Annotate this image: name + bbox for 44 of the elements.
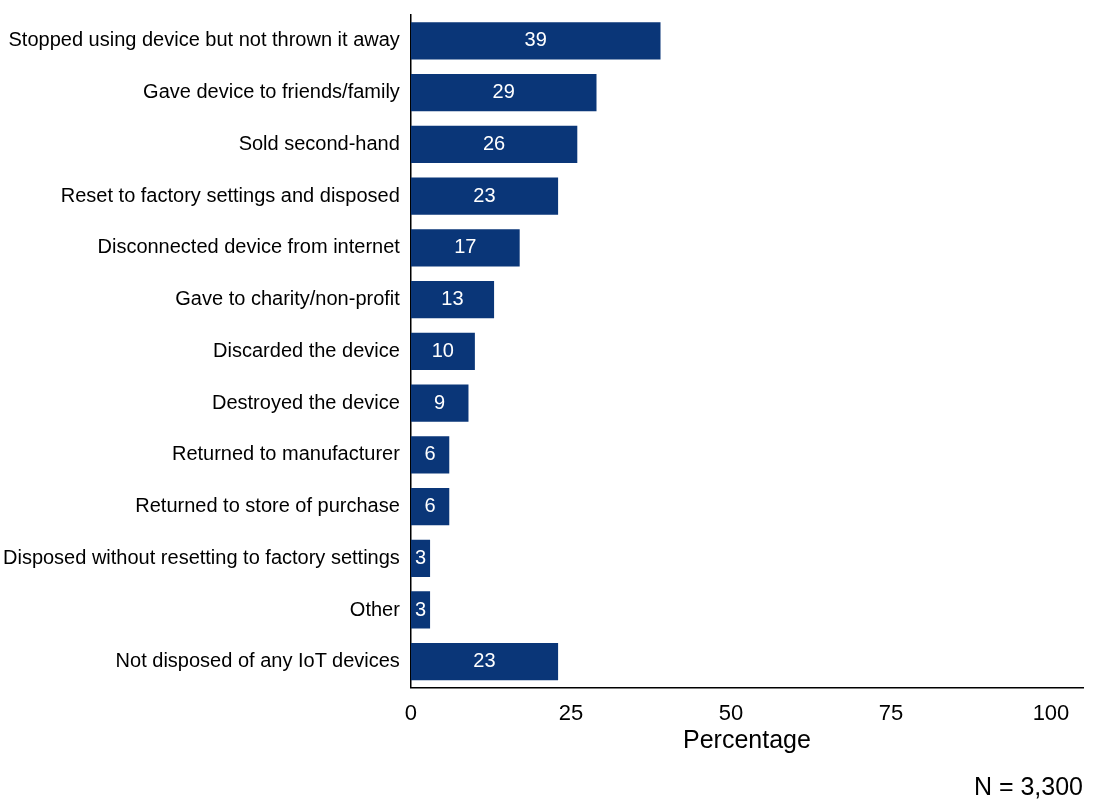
bar [410,643,559,681]
data-label: 23 [473,183,496,206]
bar [410,177,559,215]
y-tick-label: Gave to charity/non-profit [175,287,401,310]
x-tick-label: 25 [558,699,584,725]
y-tick-label: Sold second-hand [238,131,400,154]
bar [410,487,450,526]
y-tick-label: Destroyed the device [211,390,400,413]
bar [410,332,475,370]
data-label: 6 [424,442,436,465]
data-label: 3 [414,597,427,620]
bar [410,125,578,163]
x-tick-label: 100 [1032,699,1070,725]
bar [410,73,597,112]
y-tick-label: Reset to factory settings and disposed [60,183,400,206]
data-label: 9 [434,390,446,413]
data-label: 23 [473,649,496,672]
data-label: 10 [431,338,454,361]
data-label: 3 [414,545,427,568]
x-tick-label: 75 [878,699,904,725]
y-tick-label: Returned to store of purchase [135,494,400,517]
y-tick-label: Stopped using device but not thrown it away [8,28,400,51]
y-tick-label: Other [349,597,401,620]
data-label: 17 [454,235,477,258]
bar [410,22,661,60]
data-label: 29 [492,80,515,103]
bar [410,384,469,422]
data-label: 39 [524,28,547,51]
y-tick-label: Disconnected device from internet [97,235,401,258]
text: N = 3,300 [973,772,1083,801]
y-tick-label: Disposed without resetting to factory settings [2,545,400,568]
data-label: 26 [482,131,506,154]
bar [410,229,520,267]
y-tick-label: Discarded the device [213,338,400,361]
bar [410,436,450,474]
data-label: 13 [441,287,464,310]
x-tick-label: 0 [404,699,417,725]
x-axis-title: Percentage [683,724,811,753]
data-label: 6 [424,494,436,517]
y-tick-label: Returned to manufacturer [171,442,401,465]
y-tick-label: Not disposed of any IoT devices [115,649,400,672]
bar [410,280,495,319]
x-tick-label: 50 [718,699,744,725]
y-tick-label: Gave device to friends/family [143,80,400,103]
